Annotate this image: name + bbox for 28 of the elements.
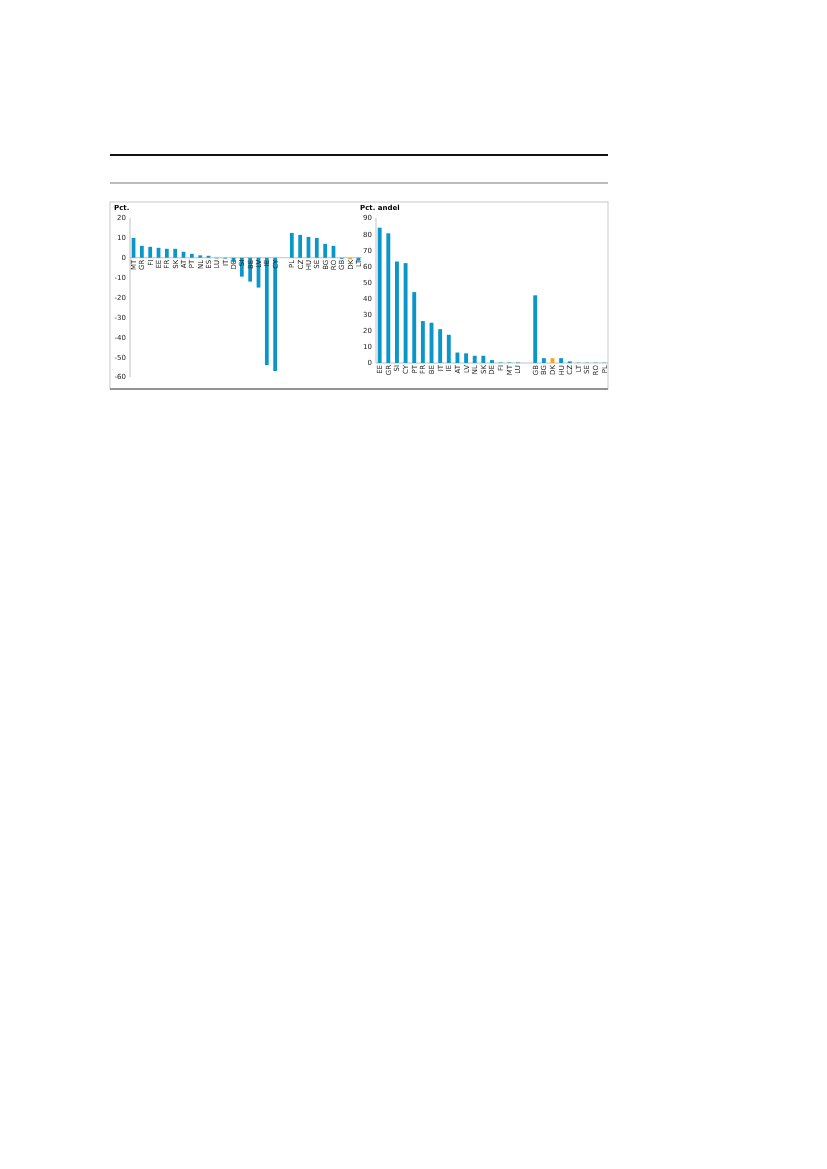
bar	[559, 358, 564, 363]
bar	[148, 246, 153, 258]
bar	[140, 245, 144, 258]
bar	[412, 292, 417, 363]
bar	[386, 233, 391, 363]
bar	[446, 334, 451, 363]
bar	[438, 329, 443, 363]
bar	[455, 352, 460, 363]
bar	[314, 237, 319, 258]
bar	[472, 355, 477, 363]
bar	[464, 353, 469, 363]
bar	[377, 227, 382, 363]
bar	[298, 234, 303, 258]
bar	[541, 358, 546, 363]
bar	[264, 257, 269, 366]
bar	[481, 355, 486, 363]
bar	[198, 255, 203, 258]
bar	[164, 248, 169, 258]
bar	[289, 232, 294, 258]
bar	[395, 261, 399, 363]
bar	[323, 243, 328, 258]
bar	[533, 295, 538, 363]
bar	[403, 263, 408, 363]
bar	[490, 360, 494, 363]
bar	[173, 248, 178, 258]
bar	[189, 253, 194, 258]
bar	[420, 321, 425, 363]
bar	[273, 257, 278, 372]
